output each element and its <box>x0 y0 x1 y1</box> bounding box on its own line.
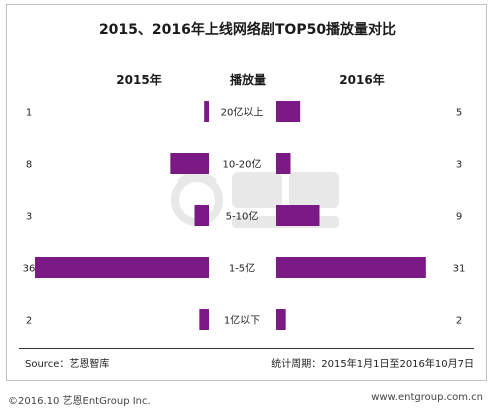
value-label-2016-0: 5 <box>456 108 462 119</box>
bar-2015-2 <box>194 205 209 226</box>
category-label-2: 5-10亿 <box>226 210 259 223</box>
bar-2015-3 <box>35 257 209 278</box>
header-2016: 2016年 <box>339 73 385 87</box>
value-label-2015-3: 36 <box>23 264 36 275</box>
bar-2016-0 <box>276 101 301 122</box>
value-label-2015-4: 2 <box>26 316 32 327</box>
chart-frame: 2015、2016年上线网络剧TOP50播放量对比 2015年 播放量 2016… <box>6 4 487 381</box>
category-label-4: 1亿以下 <box>224 314 260 327</box>
bar-2015-1 <box>170 153 209 174</box>
bar-2016-4 <box>276 309 286 330</box>
footer-separator <box>19 348 474 349</box>
bar-2016-1 <box>276 153 291 174</box>
bar-2016-3 <box>276 257 426 278</box>
category-label-1: 10-20亿 <box>222 158 261 171</box>
bar-chart: 20亿以上 1 5 10-20亿 8 3 5-10亿 3 9 1-5亿 36 31 1亿以下 2 2 <box>23 101 466 330</box>
category-label-0: 20亿以上 <box>221 106 264 119</box>
chart-title: 2015、2016年上线网络剧TOP50播放量对比 <box>98 22 397 38</box>
bar-2016-2 <box>276 205 320 226</box>
bar-2015-0 <box>204 101 209 122</box>
value-label-2016-2: 9 <box>456 212 462 223</box>
value-label-2015-1: 8 <box>26 160 32 171</box>
source-text: Source：艺恩智库 <box>25 359 110 370</box>
website-link[interactable]: www.entgroup.com.cn <box>371 392 483 403</box>
value-label-2016-4: 2 <box>456 316 462 327</box>
category-label-3: 1-5亿 <box>229 262 255 275</box>
value-label-2016-1: 3 <box>456 160 462 171</box>
page-footer: ©2016.10 艺恩EntGroup Inc. www.entgroup.co… <box>0 381 495 411</box>
value-label-2016-3: 31 <box>453 264 466 275</box>
copyright-text: ©2016.10 艺恩EntGroup Inc. <box>8 396 151 407</box>
header-2015: 2015年 <box>116 73 162 87</box>
bar-2015-4 <box>199 309 209 330</box>
header-category: 播放量 <box>229 73 266 87</box>
value-label-2015-0: 1 <box>26 108 32 119</box>
value-label-2015-2: 3 <box>26 212 32 223</box>
period-text: 统计周期：2015年1月1日至2016年10月7日 <box>271 359 474 370</box>
